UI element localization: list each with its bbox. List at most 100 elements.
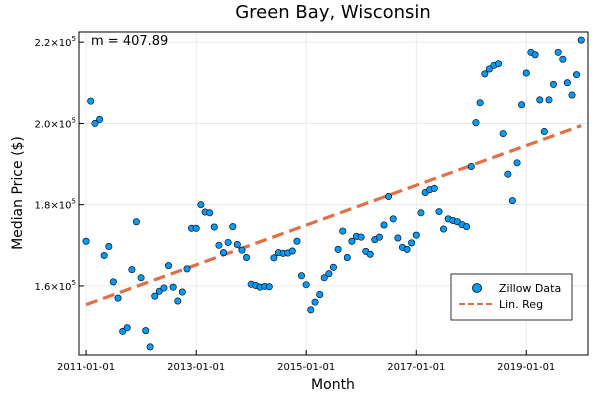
data-point	[142, 327, 150, 335]
x-tick-label: 2011-01-01	[57, 362, 115, 373]
data-point	[146, 343, 154, 351]
data-point	[114, 294, 122, 302]
data-layer	[82, 36, 585, 351]
x-tick-label: 2019-01-01	[497, 362, 555, 373]
data-point	[563, 79, 571, 87]
data-point	[366, 250, 374, 258]
x-tick-label: 2015-01-01	[277, 362, 335, 373]
legend: Zillow Data Lin. Reg	[450, 273, 573, 321]
y-tick-mantissa: 2.2×10	[35, 38, 72, 49]
data-point	[91, 119, 99, 127]
data-point	[100, 251, 108, 259]
data-point	[522, 69, 530, 77]
y-tick-label: 2.0×105	[35, 116, 76, 130]
data-point	[119, 327, 127, 335]
data-point	[495, 60, 503, 68]
data-point	[82, 237, 90, 245]
data-point	[265, 283, 273, 291]
data-point	[380, 221, 388, 229]
data-point	[192, 224, 200, 232]
data-point	[531, 51, 539, 59]
data-point	[210, 223, 218, 231]
data-point	[233, 240, 241, 248]
legend-marker-zillow	[472, 283, 482, 293]
data-point	[403, 245, 411, 253]
data-point	[169, 283, 177, 291]
data-point	[243, 253, 251, 261]
data-point	[302, 281, 310, 289]
data-point	[151, 292, 159, 300]
data-point	[394, 234, 402, 242]
data-point	[550, 80, 558, 88]
y-axis-label: Median Price ($)	[10, 136, 26, 250]
data-point	[518, 101, 526, 109]
data-point	[568, 91, 576, 99]
y-tick-label: 1.8×105	[35, 198, 76, 212]
legend-label-zillow: Zillow Data	[499, 282, 561, 295]
data-point	[385, 193, 393, 201]
data-point	[485, 65, 493, 73]
y-tick-exponent: 5	[72, 35, 76, 43]
data-point	[316, 290, 324, 298]
data-point	[513, 159, 521, 167]
data-point	[109, 278, 117, 286]
data-point	[559, 55, 567, 63]
data-point	[463, 223, 471, 231]
legend-label-reg: Lin. Reg	[499, 298, 543, 311]
data-point	[87, 97, 95, 105]
y-tick-mantissa: 1.6×10	[35, 282, 72, 293]
data-point	[128, 266, 136, 274]
y-tick-mantissa: 1.8×10	[35, 201, 72, 212]
data-point	[311, 298, 319, 306]
data-point	[540, 128, 548, 136]
data-point	[430, 184, 438, 192]
data-point	[357, 233, 365, 241]
data-point	[389, 215, 397, 223]
y-tick-exponent: 5	[72, 116, 76, 124]
data-point	[339, 227, 347, 235]
data-point	[270, 254, 278, 262]
data-point	[293, 237, 301, 245]
data-point	[573, 71, 581, 79]
data-point	[307, 306, 315, 314]
data-point	[197, 201, 205, 209]
ticks: 2011-01-01 2013-01-01 2015-01-01 2017-01-01…	[35, 35, 556, 373]
data-point	[238, 246, 246, 254]
data-point	[508, 197, 516, 205]
data-point	[320, 274, 328, 282]
data-point	[164, 262, 172, 270]
chart-title: Green Bay, Wisconsin	[235, 2, 431, 23]
data-point	[229, 223, 237, 231]
data-point	[554, 48, 562, 56]
data-point	[224, 238, 232, 246]
legend-box	[450, 273, 573, 321]
data-point	[435, 208, 443, 216]
data-point	[499, 130, 507, 138]
regression-line	[85, 124, 582, 307]
data-point	[215, 241, 223, 249]
y-tick-mantissa: 2.0×10	[35, 119, 72, 130]
y-tick-label: 2.2×105	[35, 35, 76, 49]
data-point	[297, 272, 305, 280]
data-point	[408, 239, 416, 247]
data-point	[329, 263, 337, 271]
x-axis-label: Month	[311, 377, 355, 393]
data-point	[481, 70, 489, 78]
y-tick-exponent: 5	[72, 198, 76, 206]
data-point	[375, 233, 383, 241]
data-point	[334, 245, 342, 253]
data-point	[183, 265, 191, 273]
data-point	[160, 284, 168, 292]
data-point	[412, 231, 420, 239]
data-point	[206, 209, 214, 217]
data-point	[178, 288, 186, 296]
data-point	[174, 297, 182, 305]
x-tick-label: 2017-01-01	[387, 362, 445, 373]
plot-frame	[78, 31, 589, 356]
x-tick-label: 2013-01-01	[167, 362, 225, 373]
data-point	[577, 36, 585, 44]
data-point	[467, 162, 475, 170]
data-point	[504, 170, 512, 178]
data-point	[417, 209, 425, 217]
